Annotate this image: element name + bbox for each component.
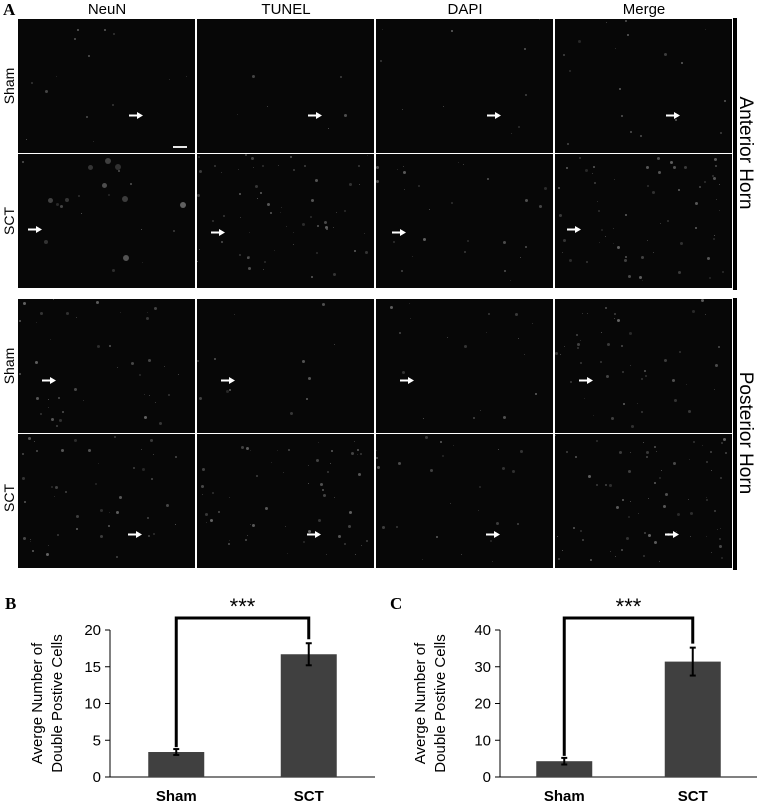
y-tick-label: 10	[84, 696, 101, 713]
row-label-sham-posterior: Sham	[1, 347, 17, 385]
column-header-tunel: TUNEL	[261, 1, 311, 18]
scale-bar	[173, 146, 187, 148]
significance-bracket	[562, 616, 695, 756]
x-tick-label: Sham	[156, 788, 197, 804]
arrow-icon	[392, 229, 406, 236]
arrow-icon	[211, 229, 225, 236]
micrograph-sct-posterior-neun	[18, 434, 195, 568]
bar-sham	[536, 761, 593, 777]
row-label-sham-anterior: Sham	[1, 67, 17, 105]
micrograph-sham-posterior-tunel	[197, 299, 374, 433]
y-axis-label-line2: Double Postive Cells	[432, 634, 449, 772]
bar-chart-b: 0 5 10 15 20 Averge Number of Double Postive C…	[29, 594, 375, 804]
micrograph-sct-anterior-neun	[18, 154, 195, 288]
significance-label: ***	[230, 594, 256, 619]
y-tick-label: 10	[474, 732, 491, 749]
x-tick-label: Sham	[544, 788, 585, 804]
y-tick-label: 20	[84, 622, 101, 639]
posterior-horn-bracket	[733, 298, 737, 570]
significance-bracket	[174, 616, 311, 748]
y-tick-label: 0	[93, 769, 101, 786]
anterior-horn-label: Anterior Horn	[735, 96, 756, 210]
column-header-neun: NeuN	[87, 1, 127, 18]
micrograph-sct-posterior-tunel	[197, 434, 374, 568]
micrograph-sct-anterior-merge	[555, 154, 732, 288]
micrograph-sham-posterior-dapi	[376, 299, 553, 433]
column-header-dapi: DAPI	[447, 1, 483, 18]
micrograph-sham-anterior-merge	[555, 19, 732, 153]
panel-a-letter: A	[3, 0, 16, 19]
y-tick-label: 20	[474, 696, 491, 713]
micrograph-sham-posterior-merge	[555, 299, 732, 433]
x-tick-label: SCT	[294, 788, 324, 804]
arrow-icon	[567, 226, 581, 233]
micrograph-sct-anterior-dapi	[376, 154, 553, 288]
arrow-icon	[221, 377, 235, 384]
y-tick-label: 30	[474, 659, 491, 676]
y-axis-label-line2: Double Postive Cells	[49, 634, 66, 772]
x-tick-label: SCT	[678, 788, 708, 804]
column-header-merge: Merge	[622, 1, 666, 18]
arrow-icon	[42, 377, 56, 384]
micrograph-sham-posterior-neun	[18, 299, 195, 433]
micrograph-sham-anterior-tunel	[197, 19, 374, 153]
arrow-icon	[308, 112, 322, 119]
y-axis-label-line1: Averge Number of	[29, 642, 46, 764]
arrow-icon	[487, 112, 501, 119]
row-label-sct-posterior: SCT	[1, 484, 17, 512]
y-tick-label: 15	[84, 659, 101, 676]
bar-chart-c: 0 10 20 30 40 Averge Number of Double Postive …	[412, 594, 757, 804]
arrow-icon	[307, 531, 321, 538]
arrow-icon	[400, 377, 414, 384]
micrograph-sct-posterior-dapi	[376, 434, 553, 568]
arrow-icon	[28, 226, 42, 233]
arrow-icon	[129, 112, 143, 119]
panel-c-letter: C	[390, 594, 403, 613]
y-tick-label: 5	[93, 732, 101, 749]
arrow-icon	[128, 531, 142, 538]
y-tick-label: 40	[474, 622, 491, 639]
bar-sct	[664, 661, 721, 777]
micrograph-sct-posterior-merge	[555, 434, 732, 568]
micrograph-sham-anterior-dapi	[376, 19, 553, 153]
arrow-icon	[666, 112, 680, 119]
bar-sham	[148, 752, 205, 777]
anterior-horn-bracket	[733, 18, 737, 290]
row-label-sct-anterior: SCT	[1, 207, 17, 235]
bar-sct	[280, 654, 337, 777]
significance-label: ***	[616, 594, 642, 619]
micrograph-sct-anterior-tunel	[197, 154, 374, 288]
arrow-icon	[665, 531, 679, 538]
y-axis-label-line1: Averge Number of	[412, 642, 429, 764]
y-tick-label: 0	[483, 769, 491, 786]
panel-b-letter: B	[5, 594, 17, 613]
arrow-icon	[579, 377, 593, 384]
posterior-horn-label: Posterior Horn	[735, 371, 756, 495]
micrograph-sham-anterior-neun	[18, 19, 195, 153]
arrow-icon	[486, 531, 500, 538]
